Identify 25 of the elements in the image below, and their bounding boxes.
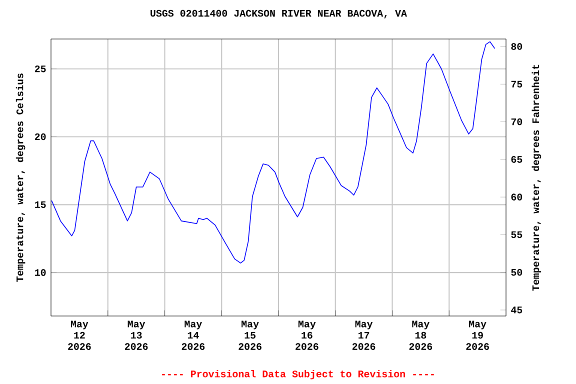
y2-tick-label: 80: [511, 43, 522, 50]
y2-tick-label: 75: [511, 80, 522, 88]
x-tick-label: May 13 2026: [124, 320, 148, 350]
y2-tick-label: 50: [511, 268, 522, 276]
y2-tick-label: 65: [511, 156, 522, 163]
y-tick-label: 25: [34, 65, 46, 72]
x-tick-label: May 18 2026: [409, 320, 432, 350]
y-axis-title: Temperature, water, degrees Celsius: [16, 74, 26, 282]
x-tick-label: May 17 2026: [352, 320, 376, 350]
y-tick-label: 20: [34, 133, 46, 140]
y2-tick-label: 45: [511, 306, 522, 314]
y2-tick-label: 55: [511, 231, 522, 238]
x-tick-label: May 19 2026: [466, 320, 489, 350]
line-series: [51, 41, 496, 264]
x-tick-label: May 15 2026: [238, 320, 262, 350]
y2-tick-label: 70: [511, 118, 522, 126]
y2-tick-label: 60: [511, 194, 522, 200]
x-tick-label: May 14 2026: [182, 320, 205, 350]
y2-axis-title: Temperature, water, degrees Fahrenheit: [532, 64, 542, 291]
chart-title: USGS 02011400 JACKSON RIVER NEAR BACOVA, VA: [150, 10, 407, 18]
y-tick-label: 10: [35, 269, 46, 276]
x-tick-label: May 16 2026: [296, 320, 318, 350]
x-tick-label: May 12 2026: [68, 320, 91, 350]
text: ---- Provisional Data Subject to Revision ----: [162, 370, 434, 380]
y-tick-label: 15: [35, 201, 46, 208]
